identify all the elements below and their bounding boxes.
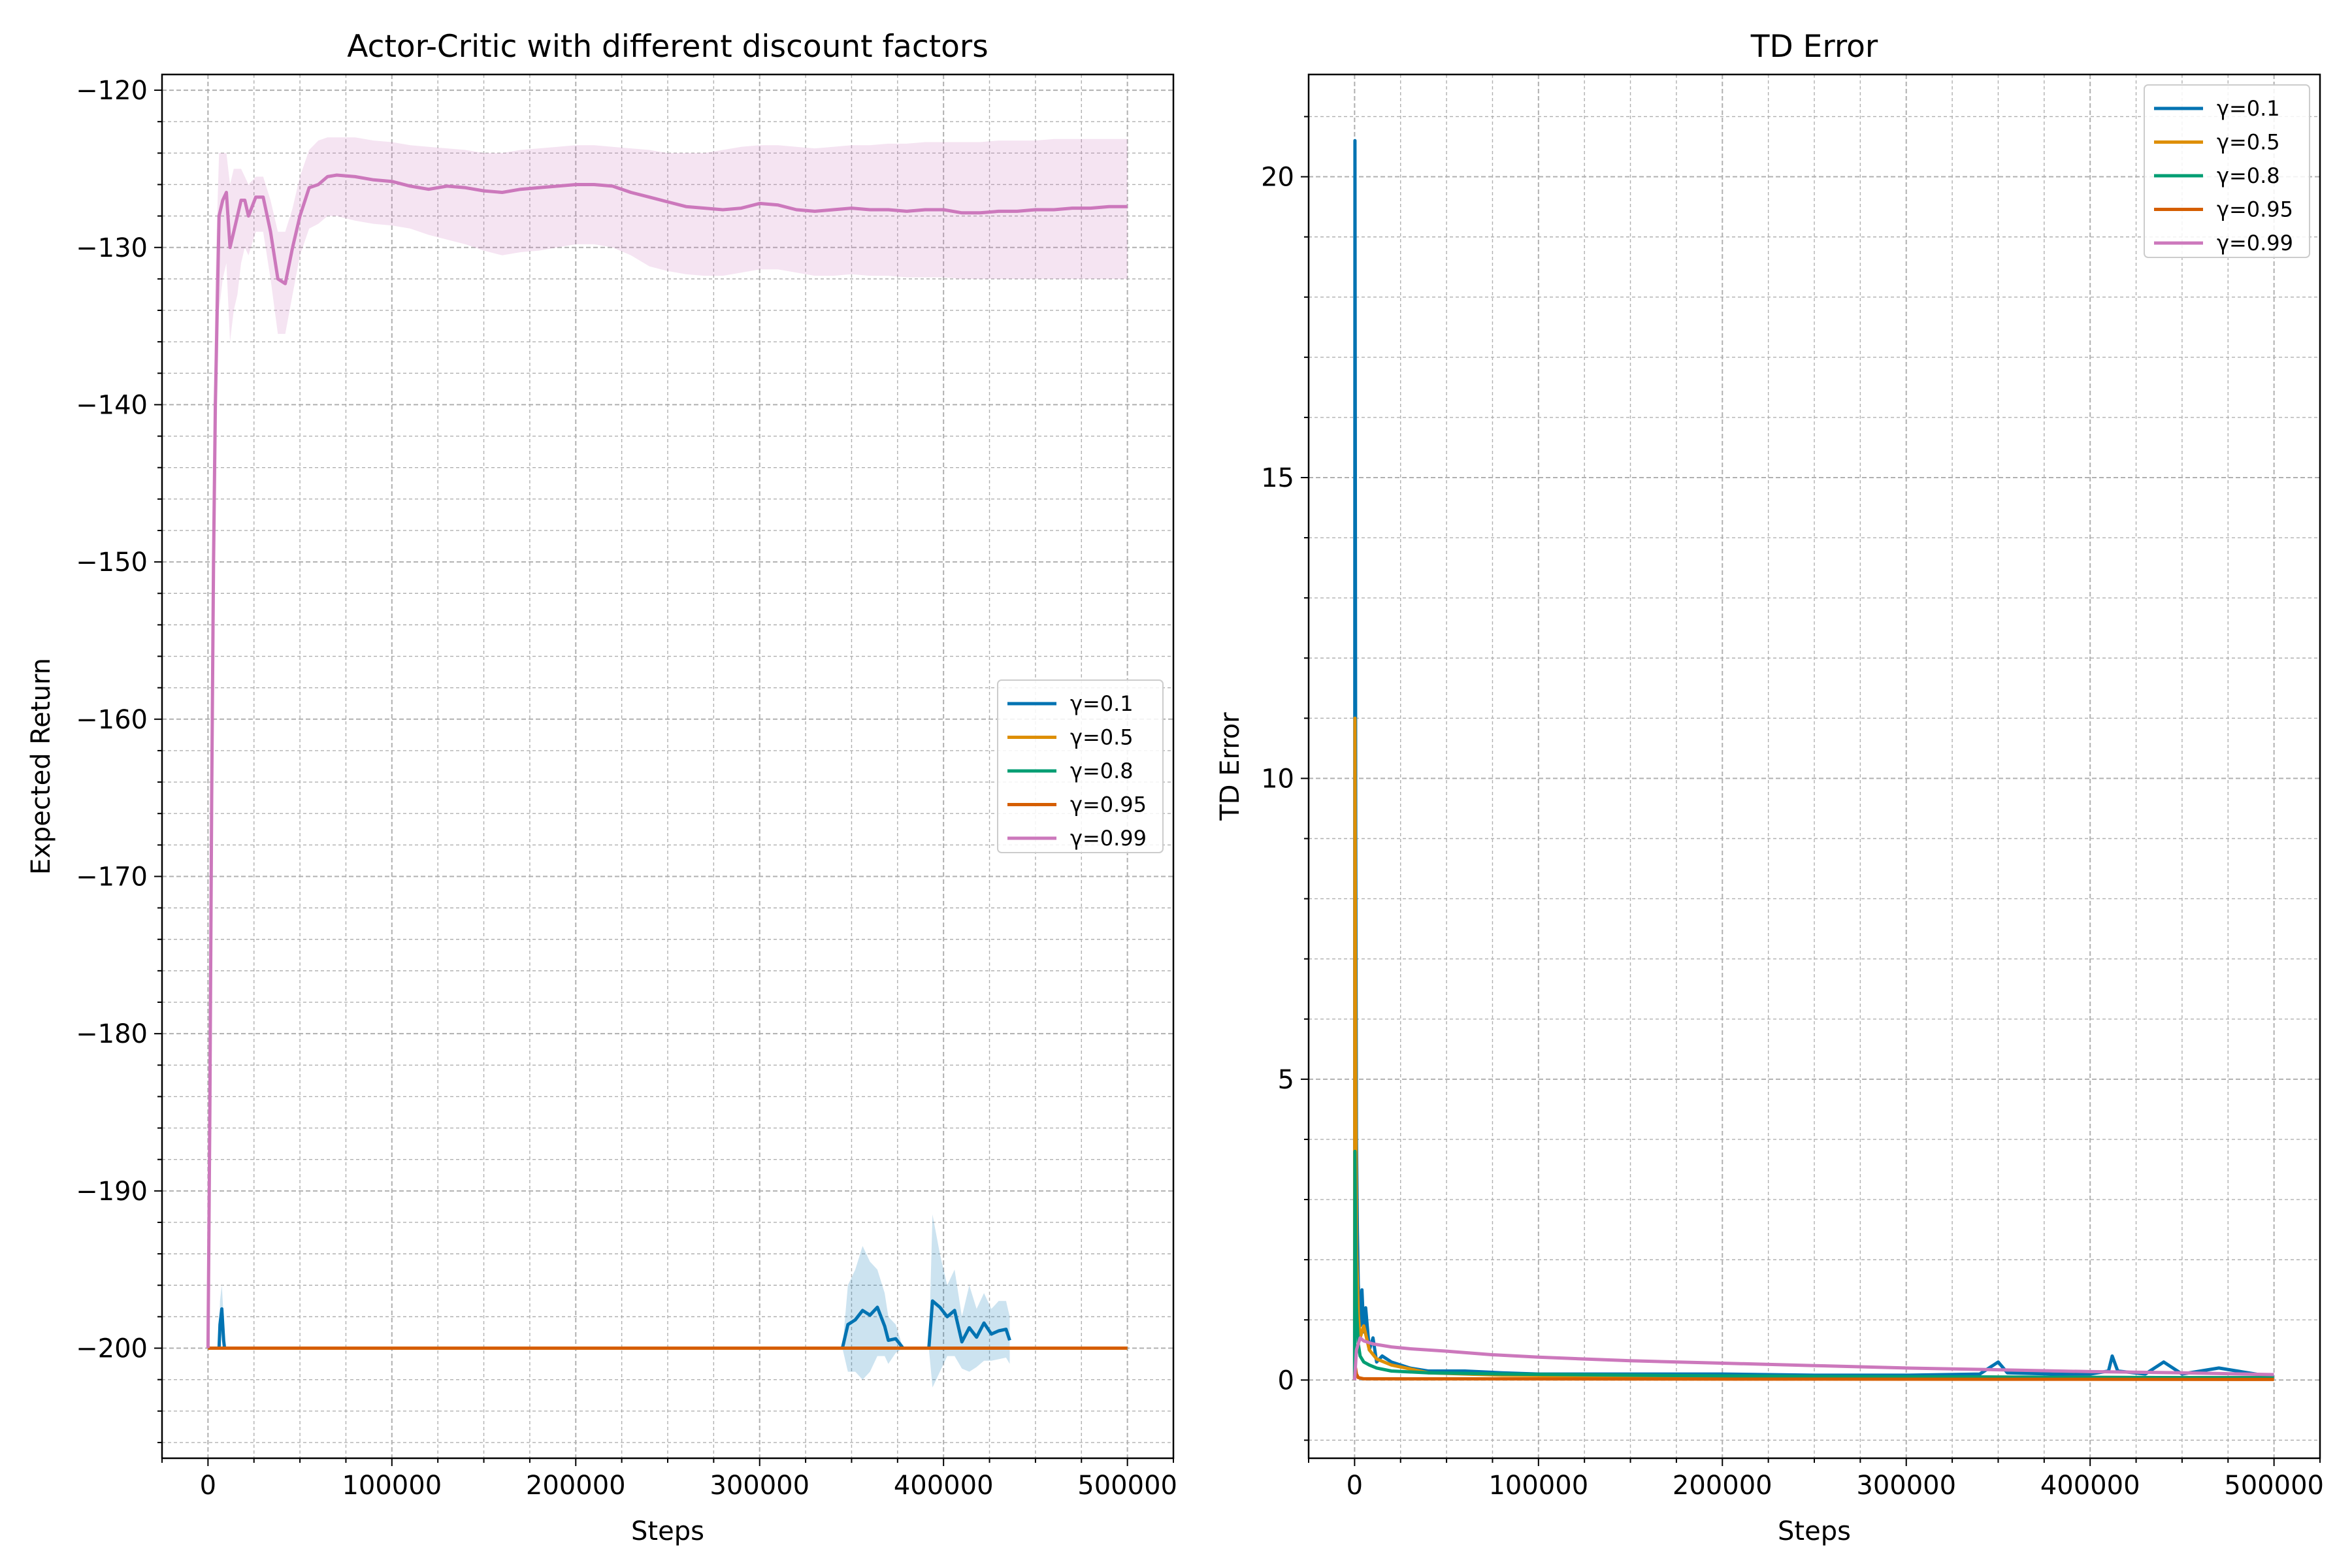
y-tick-label: 10 (1261, 764, 1294, 794)
x-tick-label: 500000 (2224, 1471, 2324, 1501)
y-tick-label: −120 (76, 76, 148, 106)
legend-label: γ=0.5 (1070, 725, 1134, 750)
legend-label: γ=0.1 (2217, 96, 2280, 121)
legend-box (997, 679, 1164, 853)
chart-title: Actor-Critic with different discount fac… (347, 29, 988, 65)
x-tick-label: 200000 (526, 1471, 626, 1501)
series-line (1352, 1336, 2274, 1380)
legend-label: γ=0.5 (2217, 130, 2280, 155)
y-axis-label: TD Error (1215, 712, 1245, 821)
x-tick-label: 200000 (1673, 1471, 1772, 1501)
chart-td-error: TD Error 0 100000 200000 300000 400000 500000… (1215, 29, 2324, 1546)
series-line (206, 173, 1128, 1348)
y-tick-label: −160 (76, 705, 148, 735)
series-band (208, 1214, 1010, 1388)
x-tick-label: 400000 (894, 1471, 994, 1501)
legend-label: γ=0.8 (1070, 759, 1134, 783)
y-tick-label: −130 (76, 233, 148, 263)
x-tick-label: 500000 (1077, 1471, 1177, 1501)
x-tick-label: 100000 (1488, 1471, 1588, 1501)
y-tick-label: 15 (1261, 463, 1294, 493)
legend-label: γ=0.99 (2217, 231, 2293, 255)
legend: γ=0.1 γ=0.5 γ=0.8 γ=0.95 γ=0.99 (2144, 84, 2310, 258)
y-tick-label: −180 (76, 1019, 148, 1049)
y-tick-label: −150 (76, 547, 148, 578)
series-line (208, 1299, 1011, 1350)
chart-title: TD Error (1750, 29, 1878, 65)
legend-label: γ=0.1 (1070, 691, 1134, 716)
y-tick-label: −200 (76, 1334, 148, 1364)
legend-box (2144, 84, 2310, 258)
y-tick-label: −190 (76, 1177, 148, 1207)
y-tick-label: 20 (1261, 163, 1294, 193)
x-tick-label: 0 (200, 1471, 216, 1501)
x-tick-label: 300000 (710, 1471, 809, 1501)
legend-label: γ=0.8 (2217, 163, 2280, 188)
legend-label: γ=0.99 (1070, 826, 1147, 851)
x-axis-label: Steps (1778, 1516, 1851, 1546)
y-tick-label: 0 (1278, 1365, 1294, 1396)
series-band (208, 137, 1128, 1348)
x-tick-label: 100000 (342, 1471, 442, 1501)
series-line (1352, 1149, 2274, 1380)
x-axis-label: Steps (631, 1516, 704, 1546)
x-tick-label: 400000 (2040, 1471, 2140, 1501)
y-tick-label: −140 (76, 390, 148, 420)
x-tick-label: 300000 (1856, 1471, 1956, 1501)
legend-label: γ=0.95 (2217, 197, 2293, 222)
y-tick-label: 5 (1278, 1065, 1294, 1095)
legend: γ=0.1 γ=0.5 γ=0.8 γ=0.95 γ=0.99 (997, 679, 1164, 853)
legend-label: γ=0.95 (1070, 792, 1147, 817)
y-tick-label: −170 (76, 862, 148, 892)
x-tick-label: 0 (1347, 1471, 1363, 1501)
y-axis-label: Expected Return (26, 658, 56, 875)
chart-actor-critic: Actor-Critic with different discount fac… (26, 29, 1177, 1546)
